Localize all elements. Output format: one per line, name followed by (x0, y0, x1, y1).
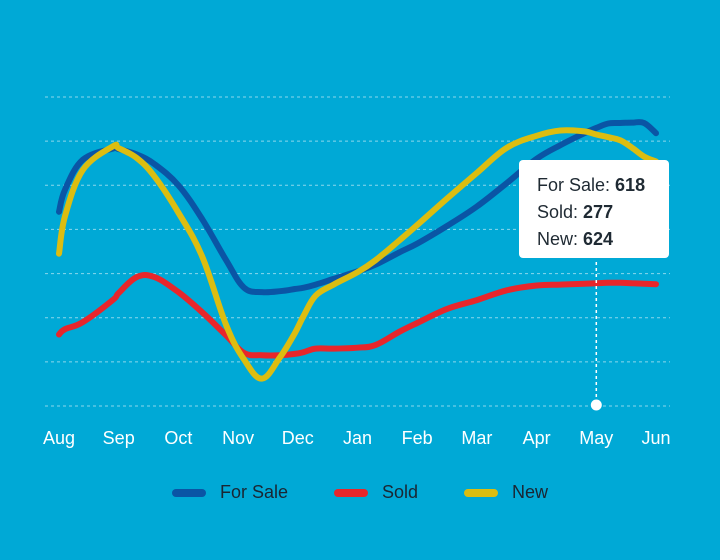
legend-swatch-sold (333, 488, 368, 497)
x-tick-label: Feb (402, 428, 433, 448)
x-tick-label: Sep (103, 428, 135, 448)
series-line-sold[interactable] (56, 272, 659, 359)
x-tick-label: Dec (282, 428, 314, 448)
legend-item-new[interactable]: New (464, 482, 548, 503)
legend-swatch-for-sale (171, 488, 206, 497)
hover-dot[interactable] (590, 399, 602, 411)
legend-label-for-sale: For Sale (219, 482, 288, 502)
x-tick-label: Aug (43, 428, 75, 448)
tooltip-value-new: 624 (583, 229, 614, 249)
tooltip: For Sale: 618 Sold: 277 New: 624 (519, 160, 669, 258)
x-tick-label: Nov (222, 428, 254, 448)
legend-swatch-new (464, 488, 499, 497)
legend-label-sold: Sold (381, 482, 419, 502)
x-tick-label: Jun (641, 428, 670, 448)
x-tick-label: Apr (523, 428, 551, 448)
series-line-new[interactable] (56, 127, 659, 382)
x-tick-label: Mar (461, 428, 492, 448)
legend: For Sale Sold New (0, 482, 720, 503)
legend-item-sold[interactable]: Sold (333, 482, 419, 503)
tooltip-row-new: New: 624 (537, 226, 669, 253)
tooltip-label-sold: Sold: (537, 202, 579, 222)
x-tick-label: Jan (343, 428, 372, 448)
legend-label-new: New (512, 482, 549, 502)
tooltip-value-for-sale: 618 (615, 175, 646, 195)
x-tick-label: Oct (164, 428, 192, 448)
tooltip-row-for-sale: For Sale: 618 (537, 172, 669, 199)
series-line-for-sale[interactable] (56, 119, 659, 296)
x-tick-label: May (579, 428, 613, 448)
tooltip-label-for-sale: For Sale: (537, 175, 611, 195)
tooltip-label-new: New: (537, 229, 579, 249)
tooltip-row-sold: Sold: 277 (537, 199, 669, 226)
tooltip-value-sold: 277 (583, 202, 614, 222)
legend-item-for-sale[interactable]: For Sale (171, 482, 288, 503)
